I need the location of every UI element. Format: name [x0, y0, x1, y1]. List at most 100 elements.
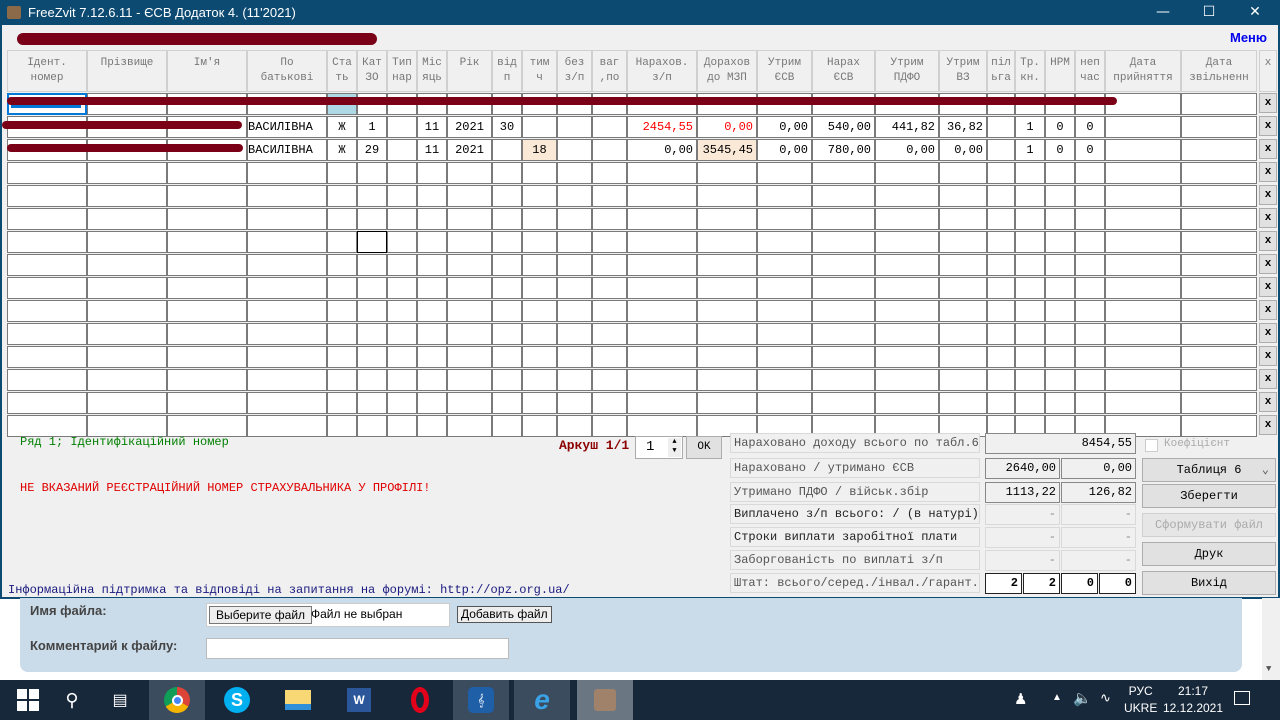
cell-accrued[interactable] — [627, 208, 697, 230]
cell-esv-accrued[interactable]: 780,00 — [812, 139, 875, 161]
cell-unpaid[interactable] — [557, 346, 592, 368]
cell-topup[interactable]: 0,00 — [697, 116, 757, 138]
cell-preg[interactable] — [592, 300, 627, 322]
cell-accrued[interactable] — [627, 300, 697, 322]
cell-dismissal-date[interactable] — [1181, 116, 1257, 138]
cell-benefit[interactable] — [987, 369, 1015, 391]
generate-file-button[interactable]: Сформувати файл — [1142, 513, 1276, 537]
cell-year[interactable] — [447, 185, 492, 207]
cell-nrm[interactable] — [1045, 392, 1075, 414]
delete-row-button[interactable]: x — [1259, 277, 1277, 297]
cell-vacation[interactable] — [492, 139, 522, 161]
cell-temp[interactable]: 18 — [522, 139, 557, 161]
cell-temp[interactable] — [522, 208, 557, 230]
cell-patronymic[interactable] — [247, 346, 327, 368]
cell-pdfo[interactable]: 441,82 — [875, 116, 939, 138]
cell-preg[interactable] — [592, 139, 627, 161]
cell-work-book[interactable] — [1015, 392, 1045, 414]
cell-unpaid[interactable] — [557, 162, 592, 184]
cell-preg[interactable] — [592, 231, 627, 253]
cell-id[interactable] — [7, 254, 87, 276]
volume-icon[interactable]: 🔈 — [1073, 690, 1092, 707]
cell-sex[interactable] — [327, 392, 357, 414]
cell-work-book[interactable] — [1015, 323, 1045, 345]
cell-vacation[interactable] — [492, 277, 522, 299]
cell-type[interactable] — [387, 208, 417, 230]
cell-esv-accrued[interactable] — [812, 208, 875, 230]
cell-vacation[interactable] — [492, 323, 522, 345]
cell-id[interactable] — [7, 346, 87, 368]
cell-month[interactable] — [417, 254, 447, 276]
cell-part-time[interactable]: 0 — [1075, 139, 1105, 161]
cell-vz[interactable] — [939, 392, 987, 414]
cell-unpaid[interactable] — [557, 208, 592, 230]
minimize-icon[interactable]: — — [1156, 4, 1170, 20]
cell-surname[interactable] — [87, 162, 167, 184]
cell-hire-date[interactable] — [1105, 323, 1181, 345]
freezvit-taskbar-icon[interactable] — [577, 680, 633, 720]
cell-part-time[interactable] — [1075, 185, 1105, 207]
cell-preg[interactable] — [592, 254, 627, 276]
cell-esv-accrued[interactable] — [812, 231, 875, 253]
internet-explorer-icon[interactable]: e — [514, 680, 570, 720]
cell-part-time[interactable] — [1075, 392, 1105, 414]
cell-preg[interactable] — [592, 346, 627, 368]
cell-preg[interactable] — [592, 415, 627, 437]
cell-esv-withheld[interactable] — [757, 300, 812, 322]
cell-category[interactable] — [357, 392, 387, 414]
word-icon[interactable]: W — [331, 680, 387, 720]
cell-hire-date[interactable] — [1105, 162, 1181, 184]
cell-accrued[interactable] — [627, 185, 697, 207]
cell-type[interactable] — [387, 323, 417, 345]
cell-part-time[interactable] — [1075, 300, 1105, 322]
cell-part-time[interactable] — [1075, 323, 1105, 345]
cell-id[interactable] — [7, 323, 87, 345]
cell-year[interactable] — [447, 369, 492, 391]
cell-year[interactable] — [447, 346, 492, 368]
cell-benefit[interactable] — [987, 231, 1015, 253]
cell-patronymic[interactable]: ВАСИЛІВНА — [247, 139, 327, 161]
cell-topup[interactable] — [697, 369, 757, 391]
cell-preg[interactable] — [592, 323, 627, 345]
cell-esv-withheld[interactable]: 0,00 — [757, 139, 812, 161]
cell-work-book[interactable] — [1015, 162, 1045, 184]
cell-work-book[interactable]: 1 — [1015, 116, 1045, 138]
cell-pdfo[interactable] — [875, 369, 939, 391]
cell-part-time[interactable] — [1075, 277, 1105, 299]
cell-dismissal-date[interactable] — [1181, 162, 1257, 184]
cell-hire-date[interactable] — [1105, 93, 1181, 115]
delete-row-button[interactable]: x — [1259, 208, 1277, 228]
cell-accrued[interactable] — [627, 323, 697, 345]
cell-temp[interactable] — [522, 415, 557, 437]
cell-pdfo[interactable] — [875, 300, 939, 322]
cell-esv-withheld[interactable] — [757, 185, 812, 207]
cell-esv-withheld[interactable] — [757, 369, 812, 391]
cell-type[interactable] — [387, 392, 417, 414]
cell-vacation[interactable] — [492, 392, 522, 414]
cell-accrued[interactable] — [627, 277, 697, 299]
cell-surname[interactable] — [87, 323, 167, 345]
cell-category[interactable] — [357, 277, 387, 299]
cell-patronymic[interactable] — [247, 254, 327, 276]
cell-nrm[interactable] — [1045, 323, 1075, 345]
cell-month[interactable] — [417, 392, 447, 414]
cell-vz[interactable] — [939, 208, 987, 230]
cell-year[interactable] — [447, 277, 492, 299]
cell-id[interactable] — [7, 415, 87, 437]
cell-temp[interactable] — [522, 346, 557, 368]
cell-category[interactable] — [357, 346, 387, 368]
cell-year[interactable]: 2021 — [447, 116, 492, 138]
cell-preg[interactable] — [592, 185, 627, 207]
maximize-icon[interactable]: ☐ — [1202, 4, 1216, 20]
cell-patronymic[interactable] — [247, 369, 327, 391]
cell-esv-accrued[interactable] — [812, 185, 875, 207]
cell-part-time[interactable] — [1075, 231, 1105, 253]
cell-esv-accrued[interactable] — [812, 392, 875, 414]
cell-category[interactable] — [357, 185, 387, 207]
cell-sex[interactable] — [327, 415, 357, 437]
cell-type[interactable] — [387, 369, 417, 391]
cell-year[interactable]: 2021 — [447, 139, 492, 161]
cell-topup[interactable] — [697, 392, 757, 414]
cell-name[interactable] — [167, 300, 247, 322]
cell-part-time[interactable] — [1075, 369, 1105, 391]
